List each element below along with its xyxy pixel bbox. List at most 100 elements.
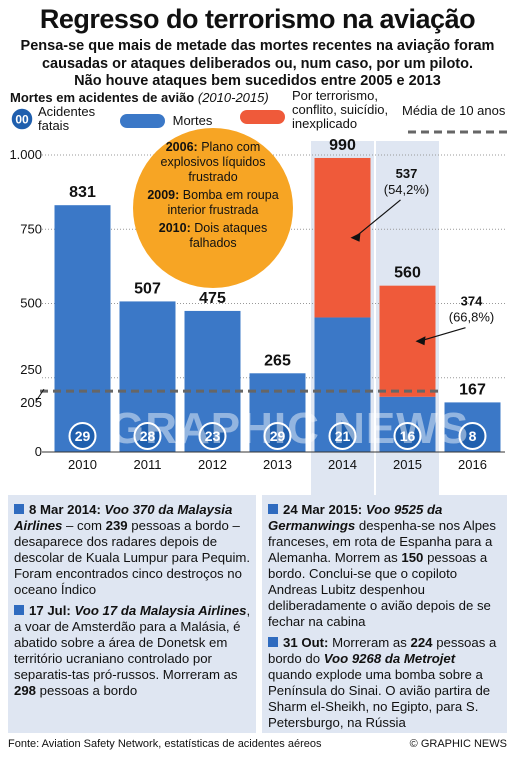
watermark: GRAPHIC NEWS (110, 404, 470, 453)
terror-pointer (419, 327, 466, 342)
legend-badge: 00 (10, 107, 34, 131)
story-flight: Voo 17 da Malaysia Airlines (74, 603, 247, 618)
subtitle-line: Pensa-se que mais de metade das mortes r… (20, 38, 495, 54)
bullet-square (268, 504, 278, 514)
bar-total-label: 831 (69, 184, 96, 201)
fatal-badge (198, 422, 227, 450)
story-body: quando explode uma bomba sobre a Penínsu… (268, 667, 491, 730)
y-tick-label: 250 (20, 362, 42, 377)
bars (54, 157, 501, 452)
credit-text: © GRAPHIC NEWS (409, 738, 507, 750)
y-tick-label: 750 (20, 221, 42, 236)
bar-total-label: 507 (134, 280, 161, 297)
y-tick-label: 0 (35, 444, 42, 459)
bar-labels: 831 507 475 265 990 560 167 (69, 137, 486, 398)
legend-fatal-label: Acidentes fatais (38, 105, 95, 133)
chart-heading: Mortes em acidentes de avião (2010-2015) (10, 90, 269, 105)
terror-pct: (54,2%) (384, 182, 430, 197)
x-tick-label: 2012 (198, 457, 227, 472)
story-body: despenha-se nos Alpes franceses, em rota… (268, 518, 496, 565)
bar-deaths (54, 205, 111, 452)
terror-pointer (354, 199, 401, 239)
bullet-square (268, 637, 278, 647)
terror-arrowhead (415, 336, 426, 346)
source-text: Fonte: Aviation Safety Network, estatíst… (8, 738, 322, 750)
story-text-left: 8 Mar 2014: Voo 370 da Malaysia Airlines… (14, 502, 252, 704)
average-pointer (35, 388, 45, 402)
story-number: 239 (105, 518, 128, 533)
fatal-accident-badges: 29 28 23 29 21 16 8 (68, 422, 487, 450)
x-tick-label: 2011 (134, 457, 162, 472)
y-tick-label: 500 (20, 296, 42, 311)
story-metrojet: 31 Out: Morreram as 224 pessoas a bordo … (268, 635, 502, 731)
fatal-badge (393, 422, 422, 450)
annotation-year: 2010: (158, 221, 191, 235)
terror-annotations: 537(54,2%) 374(66,8%) (350, 166, 495, 346)
fatal-badge-text: 8 (469, 428, 477, 444)
annotation-year: 2009: (147, 188, 180, 202)
annotation-text: Plano com (201, 140, 261, 154)
bullet-square (14, 605, 24, 615)
bar-terror (314, 157, 371, 318)
y-tick-label: 205 (20, 395, 42, 410)
fatal-badge-text: 29 (270, 428, 286, 444)
annotation-text: frustrado (188, 170, 238, 184)
terror-value: 537 (396, 166, 418, 181)
story-number: 150 (401, 550, 424, 565)
fatal-badge-text: 28 (140, 428, 156, 444)
annotation-text: interior frustrada (167, 203, 259, 217)
story-panel-right (262, 495, 507, 733)
annotation-2010: 2010: Dois ataques falhados (133, 221, 293, 251)
story-text-right: 24 Mar 2015: Voo 9525 da Germanwings des… (268, 502, 502, 736)
story-date: 17 Jul: (29, 603, 71, 618)
legend-deaths-swatch (120, 113, 165, 128)
average-line (35, 388, 441, 402)
legend-terror-line: inexplicado (292, 116, 358, 131)
story-germanwings: 24 Mar 2015: Voo 9525 da Germanwings des… (268, 502, 502, 630)
story-body: , a voar de Amsterdão para a Malásia, é … (14, 603, 251, 682)
bar-terror (379, 285, 436, 397)
story-body: pessoas a bordo do (268, 635, 497, 666)
story-body: pessoas a bordo (36, 683, 138, 698)
y-axis: 1.000 750 500 250 205 0 (9, 147, 42, 459)
legend-fatal-line: Acidentes (38, 104, 96, 119)
story-body: pessoas a bordo – desaparece dos radares… (14, 518, 251, 597)
annotation-text: Bomba em roupa (182, 188, 279, 202)
page-title: Regresso do terrorismo na aviação (39, 4, 476, 34)
annotation-text: falhados (189, 236, 237, 250)
story-mh17: 17 Jul: Voo 17 da Malaysia Airlines, a v… (14, 603, 252, 699)
subtitle: Pensa-se que mais de metade das mortes r… (6, 38, 509, 91)
bar-total-label: 167 (459, 381, 486, 398)
fatal-badge-text: 23 (205, 428, 221, 444)
terror-arrowhead (350, 232, 361, 242)
legend-avg-swatch-wrap (408, 124, 508, 138)
fatal-badge-text: 16 (400, 428, 416, 444)
legend-terror-line: conflito, suicídio, (292, 102, 389, 117)
fatal-badge (133, 422, 162, 450)
story-date: 31 Out: (283, 635, 329, 650)
legend-avg-label: Média de 10 anos (402, 103, 506, 118)
legend-badge-wrap: 00 (10, 107, 34, 134)
bar-total-label: 990 (329, 137, 356, 154)
x-tick-label: 2015 (393, 457, 422, 472)
annotation-2006: 2006: Plano com explosivos líquidos frus… (133, 140, 293, 185)
story-number: 224 (410, 635, 433, 650)
footer: Fonte: Aviation Safety Network, estatíst… (0, 738, 515, 757)
fatal-badge-text: 29 (75, 428, 91, 444)
x-tick-label: 2016 (458, 457, 487, 472)
story-flight: Voo 370 da Malaysia Airlines (14, 502, 233, 533)
story-date: 24 Mar 2015: (283, 502, 363, 517)
legend-badge-text: 00 (15, 113, 29, 127)
fatal-badge-text: 21 (335, 428, 351, 444)
fatal-badge (328, 422, 357, 450)
legend-avg-swatch (408, 130, 508, 134)
subtitle-line: Não houve ataques bem sucedidos entre 20… (74, 73, 441, 89)
fatal-badge (458, 422, 487, 450)
terror-pct: (66,8%) (449, 310, 495, 325)
story-flight: Voo 9268 da Metrojet (323, 651, 456, 666)
x-axis: 2010 2011 2012 2013 2014 2015 2016 (42, 451, 505, 472)
story-panel-left (8, 495, 256, 733)
bar-total-label: 475 (199, 290, 226, 307)
x-tick-label: 2013 (263, 457, 292, 472)
subtitle-line: causadas or ataques deliberados ou, num … (41, 55, 474, 72)
